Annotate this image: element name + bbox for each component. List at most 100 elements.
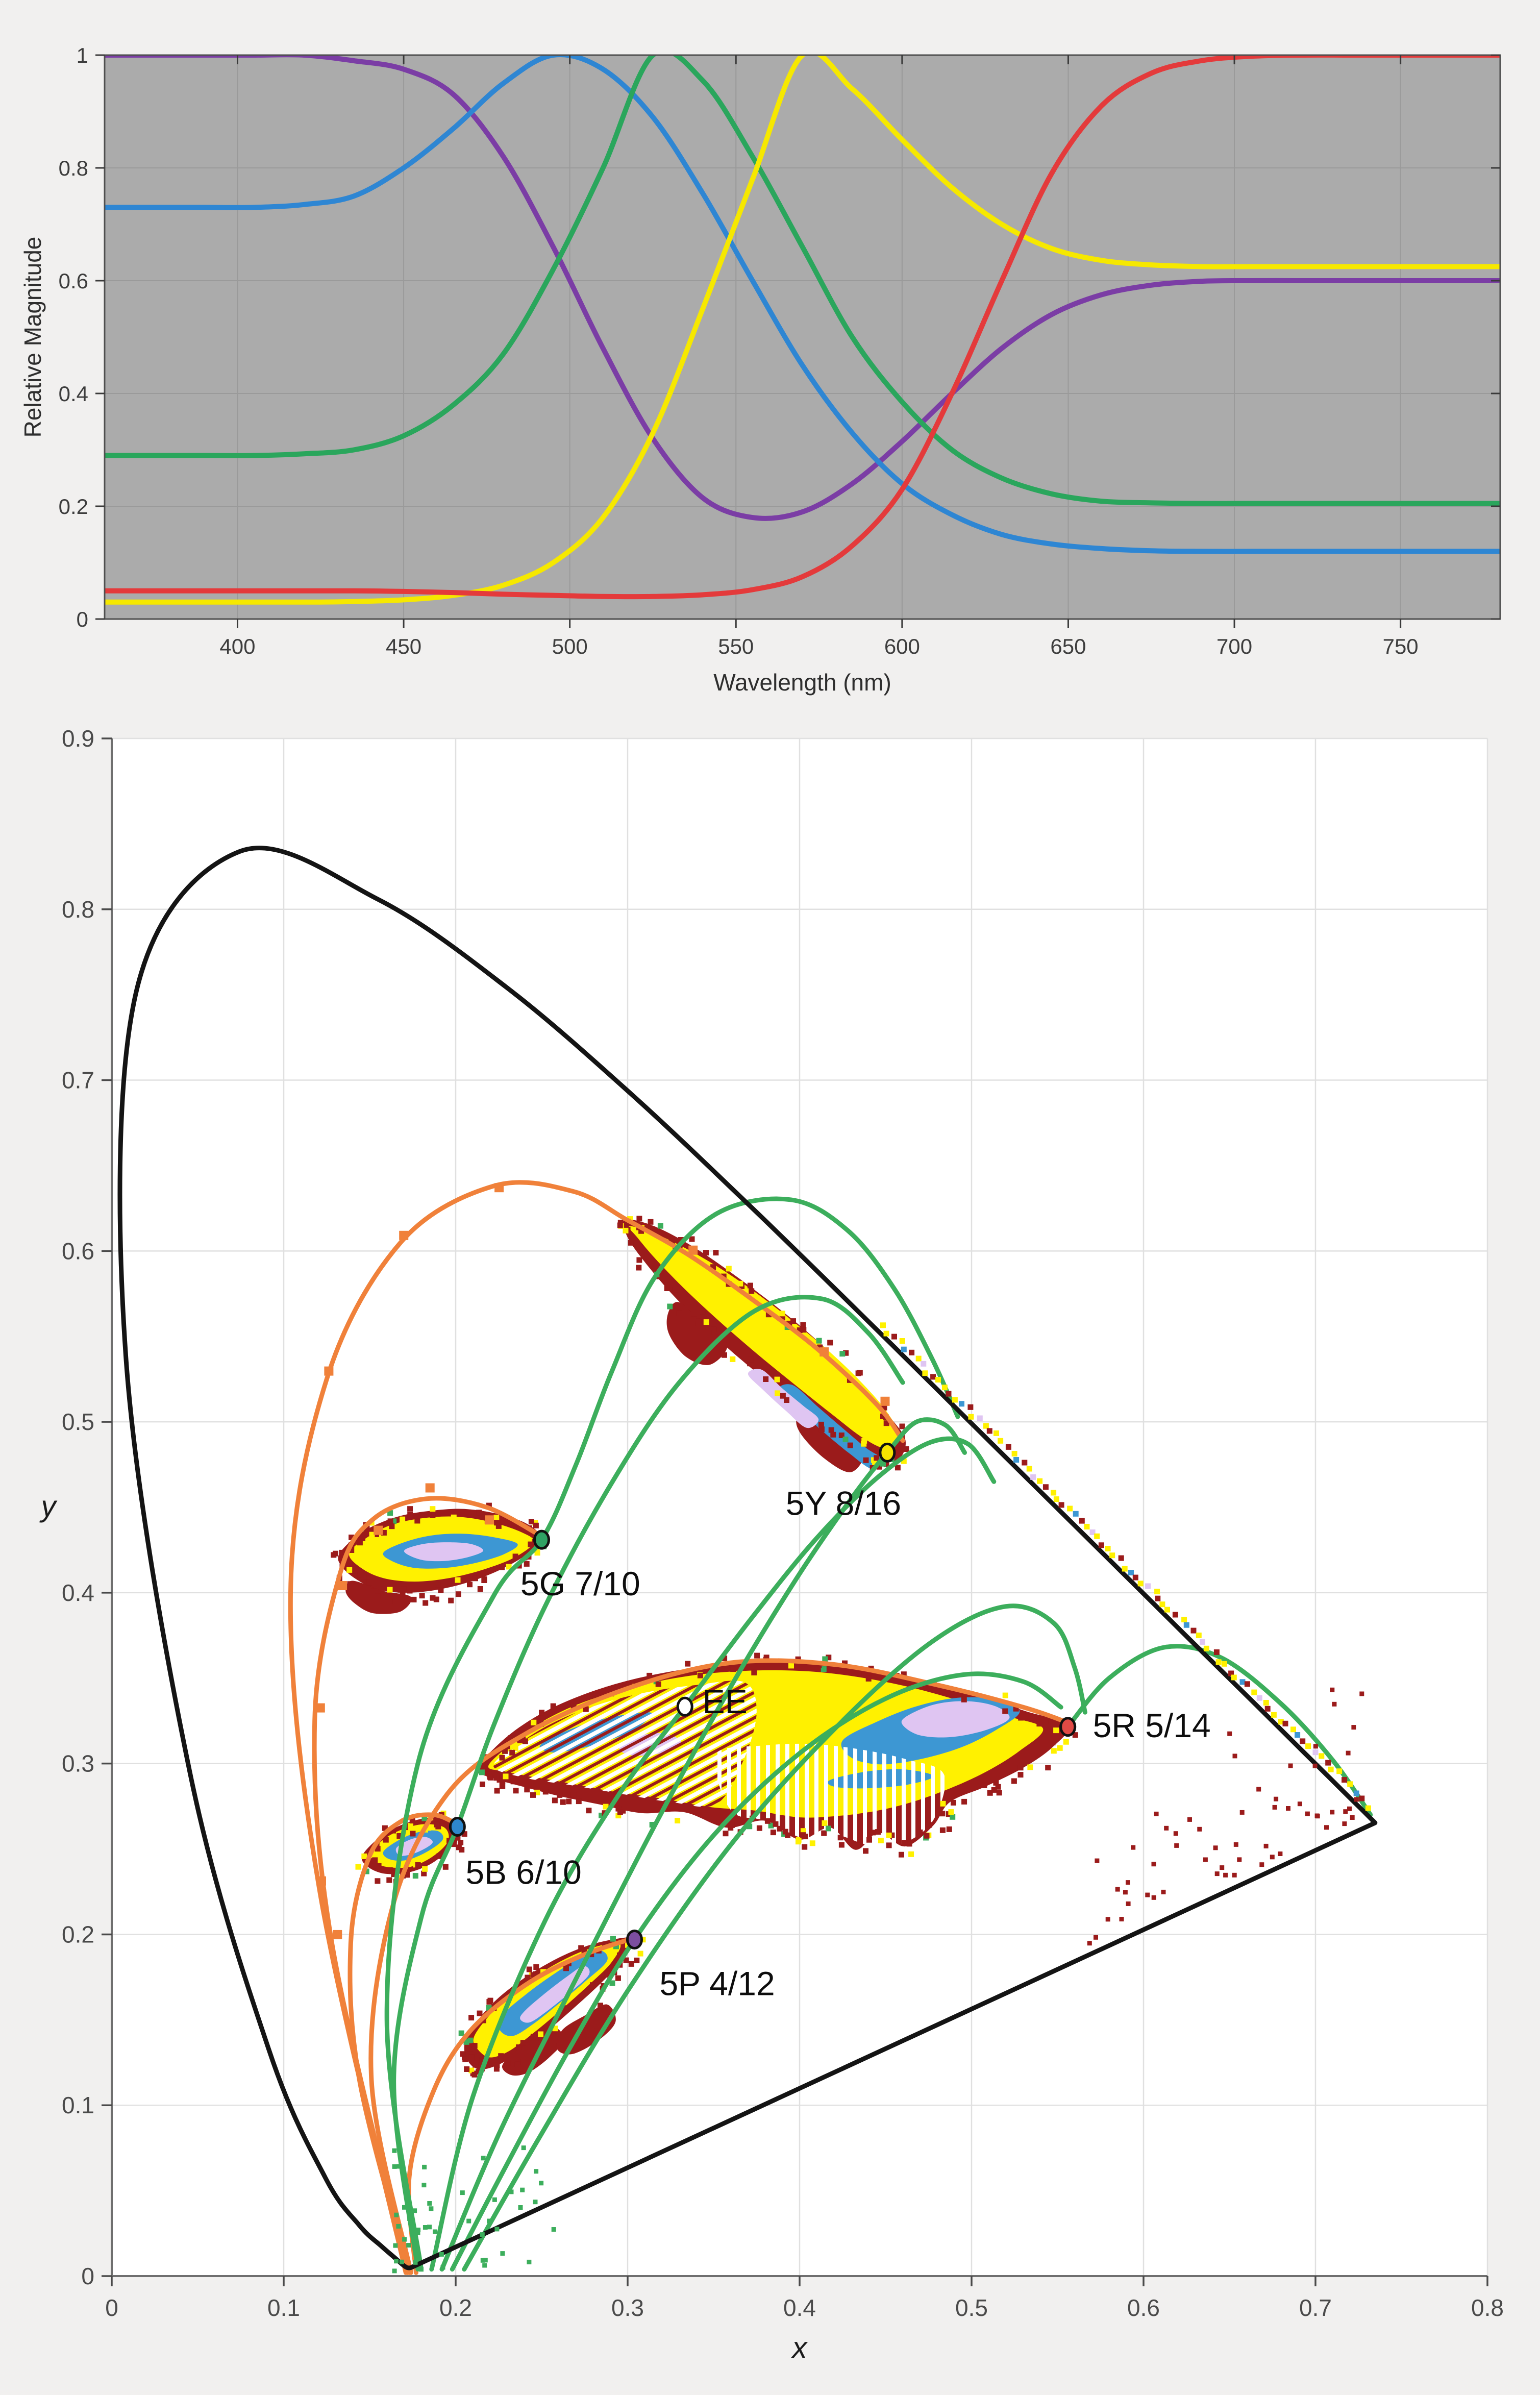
bottom-xtick-label: 0.8 [1471, 2294, 1504, 2321]
maroon-dot [1095, 1858, 1100, 1863]
green-dot [520, 2187, 525, 2192]
orange-illuminant-curves [288, 1180, 1071, 2275]
green-dot [407, 2216, 412, 2221]
green-dot [487, 2218, 492, 2224]
orange-curve [312, 1496, 544, 2275]
green-curve [384, 1196, 960, 2272]
maroon-dot [1197, 1826, 1202, 1832]
series-blue [105, 55, 1500, 554]
green-dot [396, 2224, 401, 2229]
maroon-dot [1151, 1895, 1156, 1900]
top-ytick-label: 1 [77, 43, 88, 67]
series-yellow [105, 55, 1500, 605]
green-dot [439, 2252, 444, 2257]
maroon-dot [1232, 1872, 1237, 1878]
spectral-locus [117, 846, 1378, 2270]
orange-curve [288, 1180, 905, 2275]
maroon-dot [1324, 1825, 1329, 1830]
bottom-xtick-label: 0.7 [1299, 2294, 1332, 2321]
green-curve [439, 1417, 967, 2272]
green-dot [480, 2258, 485, 2263]
green-dot [483, 2258, 488, 2263]
maroon-dot [1259, 1862, 1264, 1867]
green-dot [527, 2259, 532, 2264]
green-curve [1065, 1644, 1373, 1817]
green-dot [433, 2229, 437, 2234]
munsell-marker-EE [676, 1696, 693, 1717]
munsell-label: 5Y 8/16 [786, 1485, 901, 1522]
green-dot [402, 2237, 407, 2242]
maroon-dot [1354, 1797, 1359, 1802]
munsell-marker-5Y-8-16 [879, 1442, 896, 1463]
top-xtick-label: 550 [718, 634, 754, 658]
green-curve [450, 1671, 1063, 2272]
maroon-dot [1154, 1811, 1159, 1816]
maroon-dot [1232, 1754, 1237, 1759]
top-xtick-label: 700 [1216, 634, 1252, 658]
green-dot [392, 2164, 397, 2169]
top-xtick-label: 400 [219, 634, 255, 658]
maroon-dot [1315, 1814, 1320, 1819]
cluster-speckles [331, 1502, 547, 1606]
maroon-dot [1330, 1687, 1335, 1692]
bottom-xtick-label: 0.6 [1127, 2294, 1160, 2321]
maroon-dot [1272, 1805, 1277, 1810]
munsell-marker-5G-7-10 [533, 1529, 550, 1550]
green-dot [480, 2232, 485, 2237]
green-dot [412, 2208, 417, 2213]
top-series [105, 55, 1500, 605]
green-dot [539, 2181, 544, 2186]
bottom-ytick-label: 0 [81, 2263, 94, 2289]
cluster-5Y-banana [617, 1216, 909, 1472]
top-xaxis-label: Wavelength (nm) [713, 669, 891, 696]
bottom-xtick-label: 0.4 [783, 2294, 816, 2321]
green-dot [500, 2251, 505, 2256]
green-dot [427, 2201, 432, 2206]
top-ytick-label: 0.8 [59, 156, 88, 180]
green-hue-curves [384, 1196, 1373, 2272]
top-xtick-label: 450 [386, 634, 421, 658]
bottom-ytick-label: 0.4 [62, 1579, 94, 1606]
green-dot [427, 2225, 432, 2230]
green-dot [509, 2189, 514, 2194]
top-xtick-label: 500 [552, 634, 588, 658]
maroon-dot [1223, 1872, 1228, 1878]
maroon-dot [1213, 1845, 1218, 1850]
bottom-ticks [102, 737, 1488, 2286]
bottom-ytick-label: 0.3 [62, 1750, 94, 1777]
maroon-dot [1174, 1843, 1179, 1848]
bottom-xtick-label: 0.2 [439, 2294, 472, 2321]
green-dot [494, 2227, 500, 2232]
munsell-marker-5P-4-12 [626, 1929, 643, 1949]
top-tick-labels: 400 450 500 550 600 650 700 750 0 0.2 0.4 0.6 0.8 1 [59, 43, 1419, 658]
maroon-dot [1305, 1811, 1310, 1816]
green-dot [423, 2225, 428, 2230]
top-plot-box [104, 54, 1501, 620]
series-red [105, 55, 1500, 600]
green-dot [394, 2259, 399, 2264]
bottom-ytick-label: 0.1 [62, 2092, 94, 2118]
green-dot [422, 2164, 427, 2169]
maroon-dot [1151, 1862, 1156, 1867]
green-dot [460, 2190, 465, 2195]
bottom-xtick-label: 0 [105, 2294, 118, 2321]
green-dot [396, 2164, 402, 2169]
top-xtick-label: 600 [884, 634, 920, 658]
maroon-dot [1274, 1796, 1279, 1801]
bottom-xtick-label: 0.3 [611, 2294, 644, 2321]
green-curve [391, 1295, 905, 2272]
maroon-dot [1233, 1842, 1238, 1847]
green-dot [399, 2259, 404, 2264]
green-dot [394, 2212, 399, 2217]
top-ytick-label: 0.4 [59, 382, 88, 406]
maroon-dot [1263, 1843, 1269, 1848]
green-dot [533, 2200, 538, 2205]
green-dot [406, 2243, 411, 2248]
bottom-ytick-label: 0.2 [62, 1921, 94, 1947]
green-dot [466, 2218, 471, 2224]
maroon-dot [1330, 1810, 1335, 1815]
maroon-dot [1126, 1901, 1131, 1906]
bottom-tick-labels: 0 0.1 0.2 0.3 0.4 0.5 0.6 0.7 0.8 0 0.1 0.2 0.3 0.4 0.… [62, 725, 1504, 2321]
munsell-label: EE [703, 1683, 748, 1720]
